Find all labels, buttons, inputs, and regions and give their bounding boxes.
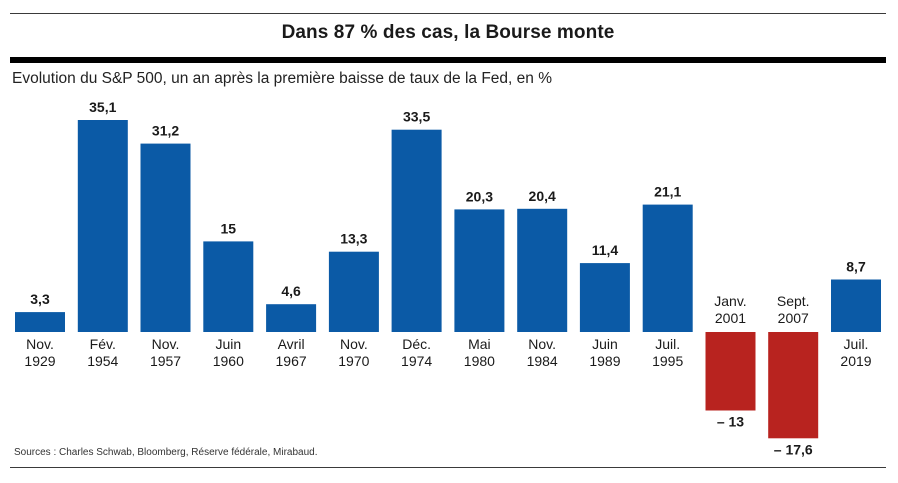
category-label-4-line1: Avril	[278, 336, 305, 352]
value-label-10: 21,1	[654, 184, 681, 200]
value-label-1: 35,1	[89, 99, 116, 115]
category-label-6-line1: Déc.	[402, 336, 431, 352]
category-label-7-line2: 1980	[464, 353, 495, 369]
value-label-5: 13,3	[340, 231, 367, 247]
category-label-9-line1: Juin	[592, 336, 618, 352]
value-label-4: 4,6	[281, 283, 301, 299]
category-label-1-line1: Fév.	[90, 336, 116, 352]
category-label-11-line2: 2001	[715, 310, 746, 326]
value-label-7: 20,3	[466, 188, 493, 204]
bar-7	[454, 209, 505, 332]
value-label-2: 31,2	[152, 123, 179, 139]
category-label-3-line2: 1960	[213, 353, 244, 369]
bar-2	[140, 143, 191, 332]
bar-11	[705, 332, 756, 411]
bar-5	[328, 251, 379, 332]
value-label-9: 11,4	[592, 242, 619, 258]
category-label-2-line1: Nov.	[152, 336, 180, 352]
chart-subtitle: Evolution du S&P 500, un an après la pre…	[12, 70, 552, 87]
category-label-0-line1: Nov.	[26, 336, 54, 352]
category-label-12-line2: 2007	[778, 310, 809, 326]
category-label-13-line2: 2019	[840, 353, 871, 369]
value-label-12: – 17,6	[774, 441, 813, 457]
category-label-2-line2: 1957	[150, 353, 181, 369]
value-label-13: 8,7	[846, 258, 866, 274]
category-label-5-line1: Nov.	[340, 336, 368, 352]
category-label-11-line1: Janv.	[714, 293, 746, 309]
category-label-6-line2: 1974	[401, 353, 432, 369]
title-underline	[10, 57, 886, 63]
bar-8	[517, 208, 568, 332]
value-label-11: – 13	[717, 414, 744, 430]
category-label-3-line1: Juin	[215, 336, 241, 352]
source-note: Sources : Charles Schwab, Bloomberg, Rés…	[14, 447, 318, 458]
bar-3	[203, 241, 254, 332]
category-label-4-line2: 1967	[276, 353, 307, 369]
bar-0	[15, 312, 65, 332]
value-label-0: 3,3	[30, 291, 50, 307]
category-label-1-line2: 1954	[87, 353, 118, 369]
bar-9	[579, 263, 630, 332]
bar-4	[266, 304, 317, 332]
category-label-0-line2: 1929	[24, 353, 55, 369]
category-label-5-line2: 1970	[338, 353, 369, 369]
chart-title: Dans 87 % des cas, la Bourse monte	[281, 22, 615, 43]
category-label-8-line2: 1984	[527, 353, 558, 369]
value-label-6: 33,5	[403, 109, 430, 125]
category-label-10-line1: Juil.	[655, 336, 680, 352]
category-label-13-line1: Juil.	[844, 336, 869, 352]
bar-13	[831, 279, 881, 332]
category-label-12-line1: Sept.	[777, 293, 810, 309]
bar-10	[642, 204, 693, 332]
category-label-8-line1: Nov.	[528, 336, 556, 352]
category-label-9-line2: 1989	[589, 353, 620, 369]
bar-12	[768, 332, 819, 439]
value-label-8: 20,4	[529, 188, 556, 204]
bar-6	[391, 129, 442, 332]
top-rule	[10, 13, 886, 14]
category-label-10-line2: 1995	[652, 353, 683, 369]
value-label-3: 15	[221, 220, 237, 236]
bottom-rule	[10, 467, 886, 468]
category-label-7-line1: Mai	[468, 336, 491, 352]
bar-1	[77, 120, 128, 332]
